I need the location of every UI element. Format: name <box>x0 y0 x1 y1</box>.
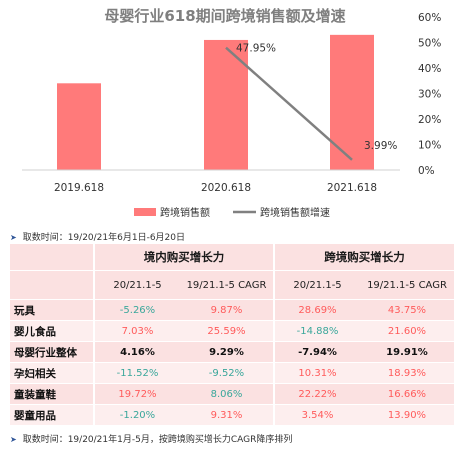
table-cell: -5.26% <box>93 299 180 321</box>
table-cell: 3.54% <box>273 404 360 426</box>
y2-tick-label: 20% <box>418 114 441 126</box>
bullet-arrow-icon: ➤ <box>10 233 17 242</box>
y2-tick-label: 30% <box>418 89 441 101</box>
row-label: 婴儿食品 <box>10 320 94 342</box>
growth-line <box>225 46 353 161</box>
table-cell: 19.72% <box>93 383 180 405</box>
legend-label-line: 跨境销售额增速 <box>260 206 330 219</box>
note-top-text: 取数时间：19/20/21年6月1日-6月20日 <box>22 233 186 243</box>
table-row: 孕妇相关 -11.52% -9.52% 10.31% 18.93% <box>10 362 454 384</box>
x-tick-label: 2021.618 <box>327 182 377 194</box>
growth-data-label: 3.99% <box>364 140 397 152</box>
table-cell: 10.31% <box>273 362 360 384</box>
row-label: 婴童用品 <box>10 404 94 426</box>
growth-data-label: 47.95% <box>236 43 276 55</box>
table-cell: -11.52% <box>93 362 180 384</box>
y2-tick-label: 10% <box>418 140 441 152</box>
table-cell: 25.59% <box>180 320 274 342</box>
y2-tick-label: 40% <box>418 63 441 75</box>
row-label: 孕妇相关 <box>10 362 94 384</box>
sub-header: 19/21.1-5 CAGR <box>180 270 274 300</box>
bullet-arrow-icon: ➤ <box>10 435 17 444</box>
y2-tick-label: 50% <box>418 38 441 50</box>
table-cell: 13.90% <box>360 404 454 426</box>
y2-tick-label: 0% <box>418 165 435 177</box>
bar-series <box>57 34 374 171</box>
table-cell: 22.22% <box>273 383 360 405</box>
table-cell: 28.69% <box>273 299 360 321</box>
legend-swatch-bar <box>134 208 156 216</box>
sub-header: 20/21.1-5 <box>93 270 180 300</box>
sales-growth-chart: 母婴行业618期间跨境销售额及增速 0% 10% 20% 30% 40% 50% 60% 2… <box>22 7 441 219</box>
growth-line-series: 47.95% 3.99% <box>225 43 397 161</box>
table-sub-header-row: 20/21.1-5 19/21.1-5 CAGR 20/21.1-5 19/21… <box>10 270 454 300</box>
x-tick-label: 2020.618 <box>201 182 251 194</box>
table-body: 玩具 -5.26% 9.87% 28.69% 43.75% 婴儿食品 7.03% 25.59%… <box>10 299 454 426</box>
table-cell: 8.06% <box>180 383 274 405</box>
note-top: ➤ 取数时间：19/20/21年6月1日-6月20日 <box>10 230 185 243</box>
note-bottom-text: 取数时间：19/20/21年1月-5月，按跨境购买增长力CAGR降序排列 <box>22 435 293 445</box>
table-cell: 43.75% <box>360 299 454 321</box>
table-cell: 21.60% <box>360 320 454 342</box>
row-label: 母婴行业整体 <box>10 341 94 363</box>
bar <box>204 39 248 171</box>
bar <box>57 83 101 170</box>
table-row: 玩具 -5.26% 9.87% 28.69% 43.75% <box>10 299 454 321</box>
chart-title: 母婴行业618期间跨境销售额及增速 <box>104 7 345 25</box>
table-cell: 9.87% <box>180 299 274 321</box>
group-header-domestic: 境内购买增长力 <box>93 244 274 271</box>
x-tick-label: 2019.618 <box>54 182 104 194</box>
note-bottom: ➤ 取数时间：19/20/21年1月-5月，按跨境购买增长力CAGR降序排列 <box>10 432 292 445</box>
sub-header: 19/21.1-5 CAGR <box>360 270 454 300</box>
table-cell: -9.52% <box>180 362 274 384</box>
x-axis-ticks: 2019.618 2020.618 2021.618 <box>54 182 377 194</box>
table-corner-sub <box>10 270 94 300</box>
table-cell: 16.66% <box>360 383 454 405</box>
table-row: 母婴行业整体 4.16% 9.29% -7.94% 19.91% <box>10 341 454 363</box>
group-header-crossborder: 跨境购买增长力 <box>273 244 454 271</box>
table-cell: 9.31% <box>180 404 274 426</box>
table-cell: -7.94% <box>273 341 360 363</box>
table-row: 童装童鞋 19.72% 8.06% 22.22% 16.66% <box>10 383 454 405</box>
table-row: 婴童用品 -1.20% 9.31% 3.54% 13.90% <box>10 404 454 426</box>
legend: 跨境销售额 跨境销售额增速 <box>134 206 330 219</box>
table-corner <box>10 244 94 271</box>
legend-label-bar: 跨境销售额 <box>160 206 210 219</box>
table-group-header-row: 境内购买增长力 跨境购买增长力 <box>10 244 454 271</box>
sub-header: 20/21.1-5 <box>273 270 360 300</box>
table-cell: 4.16% <box>93 341 180 363</box>
y2-tick-label: 60% <box>418 12 441 24</box>
table-row: 婴儿食品 7.03% 25.59% -14.88% 21.60% <box>10 320 454 342</box>
table-cell: 9.29% <box>180 341 274 363</box>
table-cell: -14.88% <box>273 320 360 342</box>
row-label: 童装童鞋 <box>10 383 94 405</box>
table-cell: 18.93% <box>360 362 454 384</box>
table-cell: 19.91% <box>360 341 454 363</box>
row-label: 玩具 <box>10 299 94 321</box>
growth-table: 境内购买增长力 跨境购买增长力 20/21.1-5 19/21.1-5 CAGR… <box>10 244 454 426</box>
table-cell: -1.20% <box>93 404 180 426</box>
table-cell: 7.03% <box>93 320 180 342</box>
y2-axis: 0% 10% 20% 30% 40% 50% 60% <box>418 12 441 177</box>
